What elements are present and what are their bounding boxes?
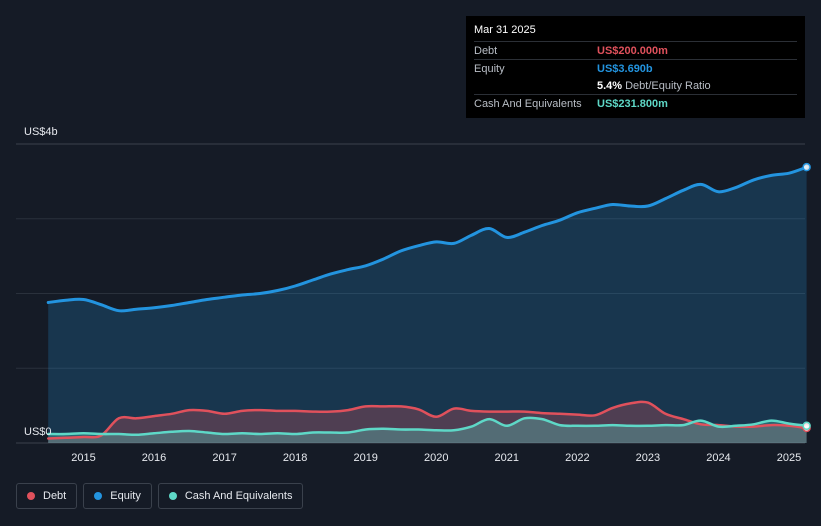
- y-tick-label: US$0: [24, 426, 52, 438]
- x-tick-label: 2025: [777, 452, 801, 464]
- legend-toggle-cash[interactable]: Cash And Equivalents: [157, 483, 304, 509]
- legend-toggle-equity[interactable]: Equity: [83, 483, 152, 509]
- x-tick-label: 2024: [706, 452, 730, 464]
- tooltip-debt-label: Debt: [474, 44, 498, 57]
- y-tick-label: US$4b: [24, 126, 58, 138]
- tooltip-ratio-label: Debt/Equity Ratio: [625, 79, 711, 92]
- cash-dot-icon: [168, 492, 177, 500]
- gridlines: [16, 143, 805, 444]
- equity-area: [48, 167, 807, 443]
- data-tooltip: Mar 31 2025 Debt US$200.000m Equity US$3…: [466, 16, 805, 118]
- tooltip-equity-label: Equity: [474, 62, 505, 75]
- x-tick-label: 2015: [71, 452, 95, 464]
- x-tick-label: 2017: [212, 452, 236, 464]
- tooltip-debt-value: US$200.000m: [597, 44, 668, 57]
- tooltip-cash-value: US$231.800m: [597, 97, 668, 110]
- x-tick-label: 2022: [565, 452, 589, 464]
- legend-debt-label: Debt: [43, 490, 67, 502]
- series-areas: [48, 167, 807, 443]
- cash-line: [46, 416, 808, 437]
- equity-end-marker: [802, 162, 811, 172]
- cash-end-marker: [802, 421, 811, 431]
- x-tick-label: 2020: [424, 452, 448, 464]
- x-tick-label: 2018: [283, 452, 307, 464]
- tooltip-equity-value: US$3.690b: [597, 62, 653, 75]
- x-tick-label: 2019: [353, 452, 377, 464]
- tooltip-row-ratio: 5.4% Debt/Equity Ratio: [474, 77, 797, 94]
- equity-line: [46, 165, 809, 313]
- tooltip-ratio-value: 5.4%: [597, 79, 623, 92]
- x-tick-label: 2016: [142, 452, 166, 464]
- legend-equity-label: Equity: [110, 490, 141, 502]
- tooltip-cash-label: Cash And Equivalents: [474, 97, 582, 110]
- legend-toggle-debt[interactable]: Debt: [16, 483, 78, 509]
- tooltip-date: Mar 31 2025: [474, 24, 536, 36]
- y-axis-labels: US$4b US$0: [24, 126, 58, 438]
- series-lines: [46, 165, 809, 440]
- legend-cash-label: Cash And Equivalents: [184, 490, 293, 502]
- x-tick-label: 2023: [636, 452, 660, 464]
- debt-line: [46, 400, 808, 440]
- tooltip-row-cash: Cash And Equivalents US$231.800m: [474, 94, 797, 112]
- equity-dot-icon: [94, 492, 103, 500]
- series-end-markers: [802, 162, 811, 433]
- tooltip-row-debt: Debt US$200.000m: [474, 41, 797, 59]
- chart-legend: Debt Equity Cash And Equivalents: [16, 483, 304, 509]
- x-axis-labels: 2015 2016 2017 2018 2019 2020 2021 2022 2023 2024…: [71, 452, 801, 464]
- debt-dot-icon: [27, 492, 35, 500]
- x-tick-label: 2021: [495, 452, 519, 464]
- tooltip-row-equity: Equity US$3.690b: [474, 59, 797, 77]
